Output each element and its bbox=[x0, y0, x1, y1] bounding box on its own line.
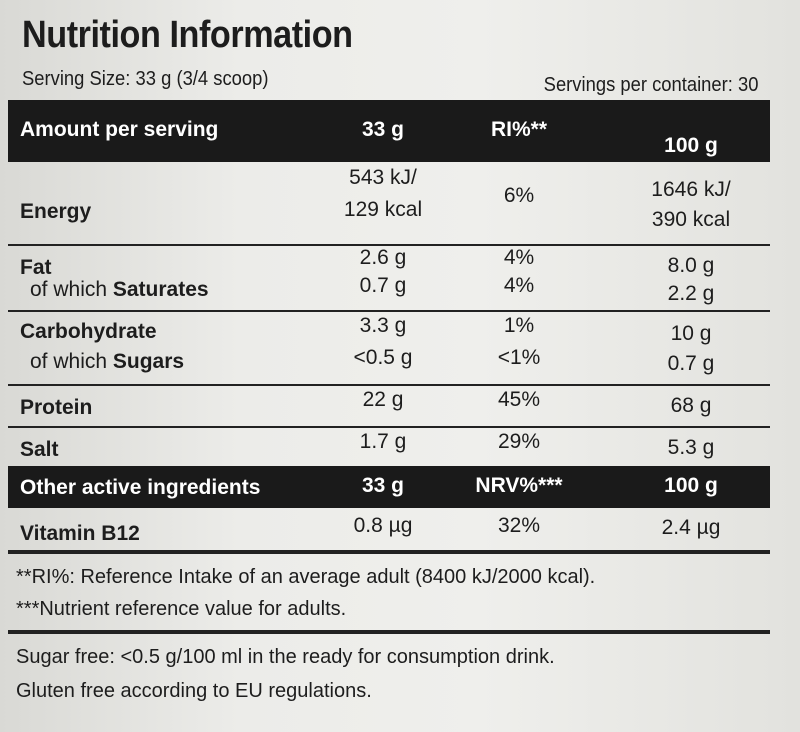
row-label: Energy bbox=[20, 200, 92, 223]
divider bbox=[8, 630, 770, 634]
header-ri: RI%** bbox=[490, 118, 548, 141]
sugars-ri: <1% bbox=[497, 346, 541, 369]
sugars-label: of which Sugars bbox=[30, 350, 184, 374]
saturates-prefix: of which bbox=[30, 278, 113, 301]
saturates-100g: 2.2 g bbox=[667, 282, 715, 305]
footnote-ri: **RI%: Reference Intake of an average ad… bbox=[16, 566, 596, 588]
protein-ri: 45% bbox=[497, 388, 541, 411]
energy-kcal-serving: 129 kcal bbox=[343, 198, 423, 221]
saturates-ri: 4% bbox=[503, 274, 535, 297]
sugars-serving: <0.5 g bbox=[353, 346, 413, 369]
footnote-nrv: ***Nutrient reference value for adults. bbox=[16, 598, 347, 620]
header2-100g: 100 g bbox=[664, 474, 718, 497]
page-title: Nutrition Information bbox=[22, 14, 353, 56]
energy-kj-serving: 543 kJ/ bbox=[349, 166, 417, 189]
energy-kj-100g: 1646 kJ/ bbox=[651, 178, 731, 201]
servings-per-container: Servings per container: 30 bbox=[543, 74, 758, 96]
header-100g: 100 g bbox=[664, 134, 718, 157]
table-header-bar: Amount per serving 33 g RI%** 100 g bbox=[8, 100, 770, 162]
sugars-name: Sugars bbox=[112, 350, 185, 373]
carbohydrate-100g: 10 g bbox=[670, 322, 712, 345]
carbohydrate-ri: 1% bbox=[503, 314, 535, 337]
energy-ri: 6% bbox=[503, 184, 535, 207]
carbohydrate-serving: 3.3 g bbox=[359, 314, 407, 337]
row-label: Salt bbox=[20, 438, 59, 461]
vitamin-b12-nrv: 32% bbox=[497, 514, 541, 537]
saturates-label: of which Saturates bbox=[30, 278, 209, 302]
row-label: Fat bbox=[20, 256, 52, 279]
energy-kcal-100g: 390 kcal bbox=[651, 208, 731, 231]
serving-size: Serving Size: 33 g (3/4 scoop) bbox=[22, 68, 269, 90]
table-row-energy: Energy 543 kJ/ 129 kcal 6% 1646 kJ/ 390 … bbox=[8, 162, 770, 242]
vitamin-b12-100g: 2.4 µg bbox=[661, 516, 721, 539]
protein-serving: 22 g bbox=[362, 388, 404, 411]
gluten-free-note: Gluten free according to EU regulations. bbox=[16, 680, 372, 702]
table-row-vitamin-b12: Vitamin B12 0.8 µg 32% 2.4 µg bbox=[8, 508, 770, 548]
table-row-fat: Fat 2.6 g 4% 8.0 g of which Saturates 0.… bbox=[8, 246, 770, 308]
divider bbox=[8, 244, 770, 246]
fat-100g: 8.0 g bbox=[667, 254, 715, 277]
header-33g: 33 g bbox=[361, 118, 405, 141]
table-row-carbohydrate: Carbohydrate 3.3 g 1% 10 g of which Suga… bbox=[8, 312, 770, 382]
active-ingredients-header-bar: Other active ingredients 33 g NRV%*** 10… bbox=[8, 466, 770, 508]
protein-100g: 68 g bbox=[670, 394, 712, 417]
saturates-serving: 0.7 g bbox=[359, 274, 407, 297]
divider bbox=[8, 426, 770, 428]
row-label: Vitamin B12 bbox=[20, 522, 140, 545]
header-other-active-ingredients: Other active ingredients bbox=[20, 476, 261, 499]
fat-ri: 4% bbox=[503, 246, 535, 269]
salt-100g: 5.3 g bbox=[667, 436, 715, 459]
row-label: Protein bbox=[20, 396, 93, 419]
salt-serving: 1.7 g bbox=[359, 430, 407, 453]
salt-ri: 29% bbox=[497, 430, 541, 453]
header2-33g: 33 g bbox=[361, 474, 405, 497]
vitamin-b12-serving: 0.8 µg bbox=[353, 514, 413, 537]
row-label: Carbohydrate bbox=[20, 320, 157, 343]
sugars-prefix: of which bbox=[30, 350, 113, 373]
table-row-protein: Protein 22 g 45% 68 g bbox=[8, 386, 770, 424]
sugar-free-note: Sugar free: <0.5 g/100 ml in the ready f… bbox=[16, 646, 555, 668]
divider bbox=[8, 310, 770, 312]
header-nrv: NRV%*** bbox=[475, 474, 563, 497]
sugars-100g: 0.7 g bbox=[667, 352, 715, 375]
header-amount-per-serving: Amount per serving bbox=[20, 118, 219, 141]
fat-serving: 2.6 g bbox=[359, 246, 407, 269]
divider bbox=[8, 384, 770, 386]
saturates-name: Saturates bbox=[112, 278, 209, 301]
table-row-salt: Salt 1.7 g 29% 5.3 g bbox=[8, 428, 770, 466]
divider bbox=[8, 550, 770, 554]
